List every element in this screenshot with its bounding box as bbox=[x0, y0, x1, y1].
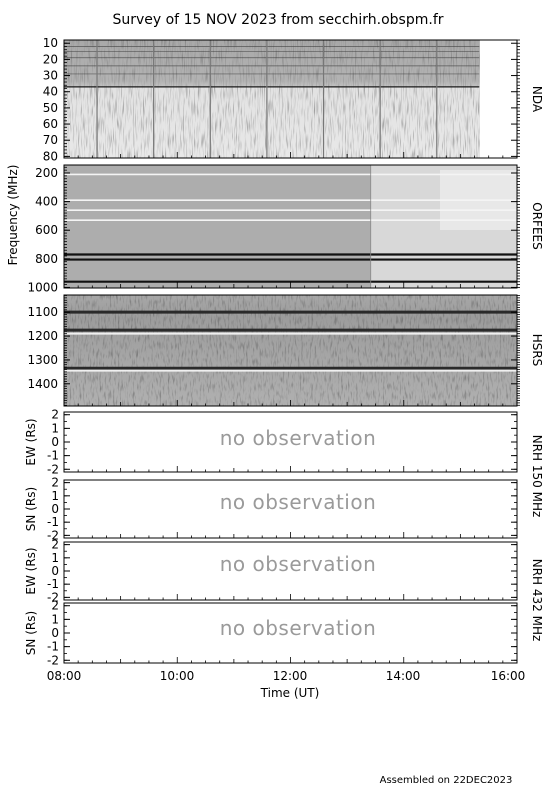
orfees-instrument-label: ORFEES bbox=[530, 202, 544, 249]
orfees-background-left bbox=[64, 165, 371, 288]
nda-no-data-region bbox=[480, 40, 517, 158]
hsrs-instrument-label: HSRS bbox=[530, 334, 544, 367]
y-tick-label: 0 bbox=[51, 502, 59, 516]
nrh-432-label: NRH 432 MHz bbox=[530, 559, 544, 642]
y-tick-label: 50 bbox=[43, 101, 58, 115]
time-tick-label: 08:00 bbox=[47, 669, 82, 683]
y-tick-label: 70 bbox=[43, 133, 58, 147]
y-tick-label: 1 bbox=[51, 551, 59, 565]
orfees-y-axis: 200 400 600 800 1000 bbox=[27, 166, 520, 294]
time-tick-label: 16:00 bbox=[491, 669, 526, 683]
y-tick-label: -2 bbox=[47, 462, 59, 476]
y-tick-label: 1200 bbox=[27, 329, 58, 343]
nda-vertical-lines bbox=[64, 40, 480, 158]
y-tick-label: 1 bbox=[51, 421, 59, 435]
spectrogram-panel-nda: 10 20 30 40 50 60 70 80 NDA bbox=[43, 36, 544, 163]
y-tick-label: -1 bbox=[47, 640, 59, 654]
y-tick-label: 60 bbox=[43, 117, 58, 131]
y-tick-label: 2 bbox=[51, 476, 59, 490]
y-tick-label: 1000 bbox=[27, 280, 58, 294]
time-tick-label: 10:00 bbox=[160, 669, 195, 683]
y-tick-label: -1 bbox=[47, 515, 59, 529]
hsrs-spectral-lines bbox=[64, 310, 517, 372]
nda-instrument-label: NDA bbox=[530, 86, 544, 113]
hsrs-y-axis: 1100 1200 1300 1400 bbox=[27, 295, 520, 406]
spectrogram-panel-hsrs: 1100 1200 1300 1400 HSRS bbox=[27, 294, 544, 407]
time-tick-label: 14:00 bbox=[386, 669, 421, 683]
nrh-panel-4-status: no observation bbox=[220, 616, 377, 640]
y-tick-label: -1 bbox=[47, 449, 59, 463]
y-tick-label: 800 bbox=[35, 252, 58, 266]
y-tick-label: 2 bbox=[51, 538, 59, 552]
nrh-panel-3-status: no observation bbox=[220, 552, 377, 576]
y-tick-label: 2 bbox=[51, 599, 59, 613]
nrh-panel-2-status: no observation bbox=[220, 490, 377, 514]
time-axis-ticks bbox=[63, 152, 518, 663]
nrh-panel-2-ylabel: SN (Rs) bbox=[24, 487, 38, 531]
nda-y-axis: 10 20 30 40 50 60 70 80 bbox=[43, 36, 520, 163]
y-tick-label: -2 bbox=[47, 653, 59, 667]
orfees-spectral-lines bbox=[64, 165, 517, 288]
nrh-panel-3-ylabel: EW (Rs) bbox=[24, 547, 38, 594]
figure-title: Survey of 15 NOV 2023 from secchirh.obsp… bbox=[112, 12, 443, 28]
nrh-panel-4-ylabel: SN (Rs) bbox=[24, 611, 38, 655]
y-tick-label: 1 bbox=[51, 612, 59, 626]
y-tick-label: 600 bbox=[35, 223, 58, 237]
time-axis-label: Time (UT) bbox=[260, 686, 320, 700]
y-tick-label: 10 bbox=[43, 36, 58, 50]
y-tick-label: 40 bbox=[43, 85, 58, 99]
nrh-panel-3-frame bbox=[63, 541, 518, 601]
time-tick-label: 12:00 bbox=[273, 669, 308, 683]
y-tick-label: 1400 bbox=[27, 377, 58, 391]
spectrogram-panel-orfees: 200 400 600 800 1000 ORFEES bbox=[27, 164, 544, 294]
y-tick-label: 0 bbox=[51, 435, 59, 449]
y-tick-label: -2 bbox=[47, 528, 59, 542]
nrh-panel-4-frame bbox=[63, 602, 518, 664]
y-tick-label: -1 bbox=[47, 577, 59, 591]
y-tick-label: 30 bbox=[43, 69, 58, 83]
assembled-date-footer: Assembled on 22DEC2023 bbox=[380, 775, 513, 786]
y-tick-label: 0 bbox=[51, 626, 59, 640]
y-tick-label: 400 bbox=[35, 195, 58, 209]
y-tick-label: 1 bbox=[51, 489, 59, 503]
time-axis-tick-labels: 08:00 10:00 12:00 14:00 16:00 bbox=[47, 669, 526, 683]
nrh-panel-2-frame bbox=[63, 479, 518, 539]
nrh-150-label: NRH 150 MHz bbox=[530, 435, 544, 518]
y-tick-label: 20 bbox=[43, 52, 58, 66]
y-tick-label: -2 bbox=[47, 590, 59, 604]
nrh-panel-1-status: no observation bbox=[220, 426, 377, 450]
nrh-panel-1-ylabel: EW (Rs) bbox=[24, 418, 38, 465]
y-tick-label: 80 bbox=[43, 149, 58, 163]
y-tick-label: 0 bbox=[51, 564, 59, 578]
nda-dense-band bbox=[64, 40, 480, 87]
y-tick-label: 1100 bbox=[27, 305, 58, 319]
y-tick-label: 200 bbox=[35, 166, 58, 180]
y-tick-label: 1300 bbox=[27, 353, 58, 367]
y-tick-label: 2 bbox=[51, 408, 59, 422]
nda-noise bbox=[64, 40, 480, 158]
frequency-axis-label: Frequency (MHz) bbox=[6, 165, 20, 266]
